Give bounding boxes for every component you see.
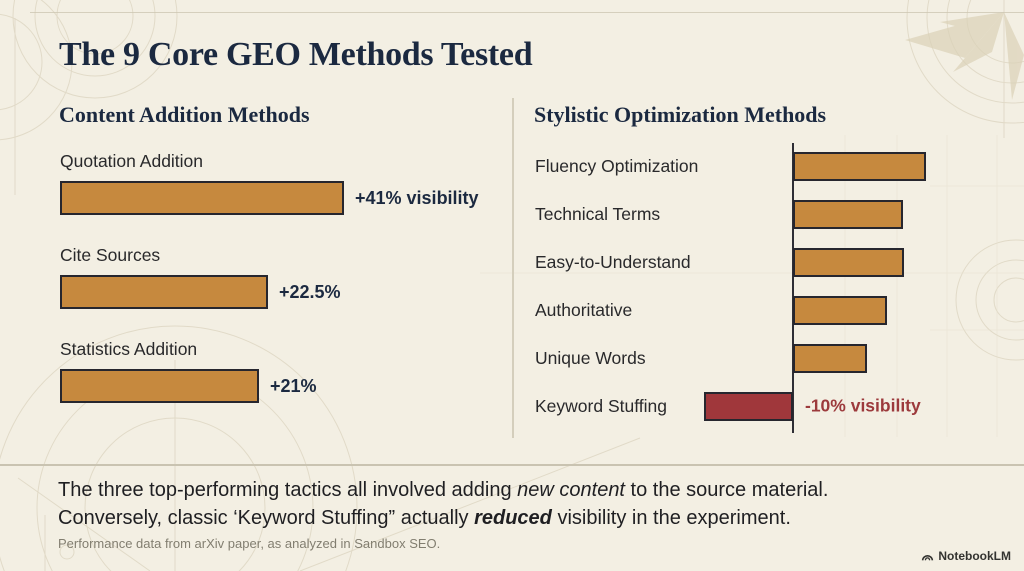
method-label: Unique Words [535, 347, 646, 368]
bar-line: +21% [60, 369, 510, 403]
content-addition-chart: Quotation Addition +41% visibility Cite So… [60, 150, 510, 432]
bar-area: -10% visibility [704, 382, 1015, 430]
content-method-row: Cite Sources +22.5% [60, 244, 510, 309]
section-title-stylistic-optimization: Stylistic Optimization Methods [534, 102, 827, 127]
stylistic-optimization-chart: Fluency Optimization Technical Terms Easy-… [535, 142, 1015, 434]
value-label: +21% [270, 375, 317, 396]
summary-line-2: Conversely, classic ‘Keyword Stuffing” a… [58, 505, 978, 533]
stylistic-method-row: Easy-to-Understand [535, 238, 1015, 286]
bar-area [793, 286, 1015, 334]
method-label: Keyword Stuffing [535, 395, 667, 416]
summary-line-1: The three top-performing tactics all inv… [58, 477, 978, 505]
value-bar [60, 275, 268, 309]
content-method-row: Quotation Addition +41% visibility [60, 150, 510, 215]
watermark-label: NotebookLM [938, 549, 1011, 563]
top-rule [30, 12, 1024, 13]
bar-area [793, 334, 1015, 382]
method-label: Technical Terms [535, 203, 661, 224]
value-bar [793, 343, 867, 373]
compass-rose-icon [905, 12, 1024, 100]
value-bar [704, 391, 793, 421]
bar-line: +22.5% [60, 275, 510, 309]
content-method-row: Statistics Addition +21% [60, 338, 510, 403]
value-bar [60, 369, 259, 403]
method-label: Statistics Addition [60, 339, 198, 359]
summary-emphasis: new content [517, 479, 625, 501]
stylistic-method-row: Technical Terms [535, 190, 1015, 238]
summary-text: The three top-performing tactics all inv… [58, 477, 978, 532]
stylistic-method-row: Unique Words [535, 334, 1015, 382]
stylistic-method-row: Authoritative [535, 286, 1015, 334]
page-title: The 9 Core GEO Methods Tested [59, 36, 533, 73]
method-label: Easy-to-Understand [535, 251, 691, 272]
method-label: Cite Sources [60, 245, 161, 265]
method-label: Fluency Optimization [535, 155, 699, 176]
value-bar [60, 181, 344, 215]
notebooklm-watermark: NotebookLM [921, 549, 1011, 563]
value-bar [793, 199, 903, 229]
value-label: +22.5% [279, 281, 341, 302]
value-bar [793, 151, 926, 181]
summary-text-segment: Conversely, classic ‘Keyword Stuffing” a… [58, 506, 475, 529]
bar-area [793, 238, 1015, 286]
notebooklm-icon [922, 554, 934, 560]
baseline-axis [792, 143, 794, 433]
value-bar [793, 295, 887, 325]
stylistic-method-row: Keyword Stuffing -10% visibility [535, 382, 1015, 430]
summary-text-segment: The three top-performing tactics all inv… [58, 479, 518, 501]
value-bar [793, 247, 904, 277]
method-label: Authoritative [535, 299, 633, 320]
value-label: -10% visibility [805, 395, 921, 416]
value-label: +41% visibility [355, 187, 479, 208]
summary-emphasis: reduced [474, 506, 552, 529]
section-title-content-addition: Content Addition Methods [59, 102, 310, 127]
footer-divider [0, 464, 1024, 466]
summary-text-segment: visibility in the experiment. [551, 506, 791, 529]
source-footnote: Performance data from arXiv paper, as an… [58, 536, 441, 551]
bar-area [793, 190, 1015, 238]
bar-area [793, 142, 1015, 190]
column-divider [512, 98, 514, 438]
bar-line: +41% visibility [60, 181, 510, 215]
stylistic-method-row: Fluency Optimization [535, 142, 1015, 190]
summary-text-segment: to the source material. [625, 479, 829, 501]
method-label: Quotation Addition [60, 151, 204, 171]
